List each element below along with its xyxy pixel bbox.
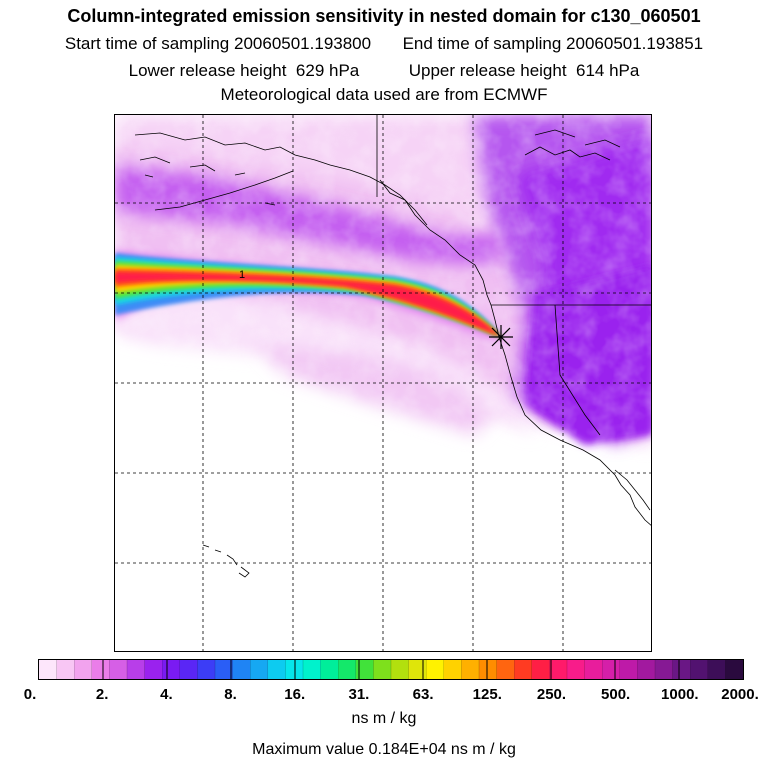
colorbar-swatch	[514, 660, 533, 679]
colorbar-swatch	[408, 660, 427, 679]
colorbar-swatch	[725, 660, 744, 679]
colorbar-swatch	[355, 660, 374, 679]
release-heights: Lower release height 629 hPa Upper relea…	[0, 61, 768, 81]
start-label: Start time of sampling	[64, 34, 230, 53]
hudson-shoreline	[524, 146, 611, 161]
units-label: ns m / kg	[351, 710, 417, 727]
alaska-coast	[134, 132, 428, 226]
colorbar-swatch	[567, 660, 586, 679]
plume	[115, 250, 503, 341]
colorbar-swatch	[144, 660, 163, 679]
colorbar-labels: 0. 2. 4. 8. 16. 31. 63. 125. 250. 500. 1000. 2000.	[0, 686, 768, 706]
colorbar-label: 4.	[160, 686, 173, 703]
colorbar-swatches	[39, 660, 744, 679]
colorbar	[38, 659, 744, 680]
colorbar-label: 8.	[224, 686, 237, 703]
colorbar-swatch	[619, 660, 638, 679]
colorbar-swatch	[373, 660, 392, 679]
state-border-3	[554, 304, 601, 436]
colorbar-label: 0.	[23, 686, 37, 703]
colorbar-swatch	[74, 660, 93, 679]
colorbar-swatch	[531, 660, 550, 679]
map-canvas: 1	[115, 115, 651, 651]
plot-title: Column-integrated emission sensitivity i…	[67, 6, 701, 26]
colorbar-swatch	[162, 660, 181, 679]
colorbar-swatch	[285, 660, 304, 679]
colorbar-label: 500.	[601, 686, 631, 703]
colorbar-label: 250.	[536, 686, 567, 703]
colorbar-swatch	[584, 660, 603, 679]
upper-label: Upper release height	[408, 61, 567, 80]
aleutian-islands	[154, 170, 294, 211]
colorbar-swatch	[426, 660, 445, 679]
colorbar-swatch	[479, 660, 498, 679]
lower-value: 629 hPa	[295, 61, 360, 80]
colorbar-label: 2.	[95, 686, 109, 703]
colorbar-swatch	[197, 660, 216, 679]
colorbar-swatch	[549, 660, 568, 679]
baja-coast	[614, 474, 651, 526]
coastlines	[134, 115, 651, 578]
canada-islands	[534, 129, 621, 148]
colorbar-swatch	[267, 660, 286, 679]
colorbar-swatch	[179, 660, 198, 679]
sensitivity-map[interactable]: 1	[114, 114, 652, 652]
max-value-label: Maximum value 0.184E+04 ns m / kg	[252, 741, 516, 758]
colorbar-label: 16.	[284, 686, 306, 703]
colorbar-swatch	[672, 660, 691, 679]
end-value: 20060501.193851	[566, 34, 704, 53]
colorbar-swatch	[250, 660, 269, 679]
release-point-icon	[489, 325, 513, 349]
plume-marker-label: 1	[239, 269, 245, 281]
colorbar-swatch	[338, 660, 357, 679]
colorbar-swatch	[690, 660, 709, 679]
colorbar-label: 31.	[348, 686, 370, 703]
colorbar-swatch	[602, 660, 621, 679]
colorbar-swatch	[39, 660, 58, 679]
colorbar-swatch	[391, 660, 410, 679]
colorbar-swatch	[215, 660, 234, 679]
colorbar-swatch	[707, 660, 726, 679]
colorbar-swatch	[496, 660, 515, 679]
colorbar-label: 63.	[412, 686, 434, 703]
colorbar-swatch	[91, 660, 110, 679]
hawaii-islands	[202, 544, 250, 578]
colorbar-swatch	[56, 660, 75, 679]
colorbar-swatch	[637, 660, 656, 679]
bc-coast	[379, 179, 492, 306]
colorbar-swatch	[232, 660, 251, 679]
colorbar-swatch	[320, 660, 339, 679]
colorbar-swatch	[443, 660, 462, 679]
met-source: Meteorological data used are from ECMWF	[220, 85, 548, 104]
alaska-islands	[139, 156, 276, 206]
colorbar-swatch	[127, 660, 146, 679]
colorbar-swatch	[303, 660, 322, 679]
start-value: 20060501.193800	[234, 34, 372, 53]
sampling-times: Start time of sampling 20060501.193800 E…	[0, 34, 768, 54]
colorbar-swatch	[109, 660, 128, 679]
colorbar-label: 125.	[472, 686, 502, 703]
upper-value: 614 hPa	[576, 61, 640, 80]
lower-label: Lower release height	[128, 61, 287, 80]
colorbar-label: 2000.	[721, 686, 759, 703]
colorbar-swatch	[461, 660, 480, 679]
colorbar-label: 1000.	[661, 686, 699, 703]
gulf-california	[614, 469, 651, 511]
colorbar-swatch	[655, 660, 674, 679]
end-label: End time of sampling	[402, 34, 562, 53]
